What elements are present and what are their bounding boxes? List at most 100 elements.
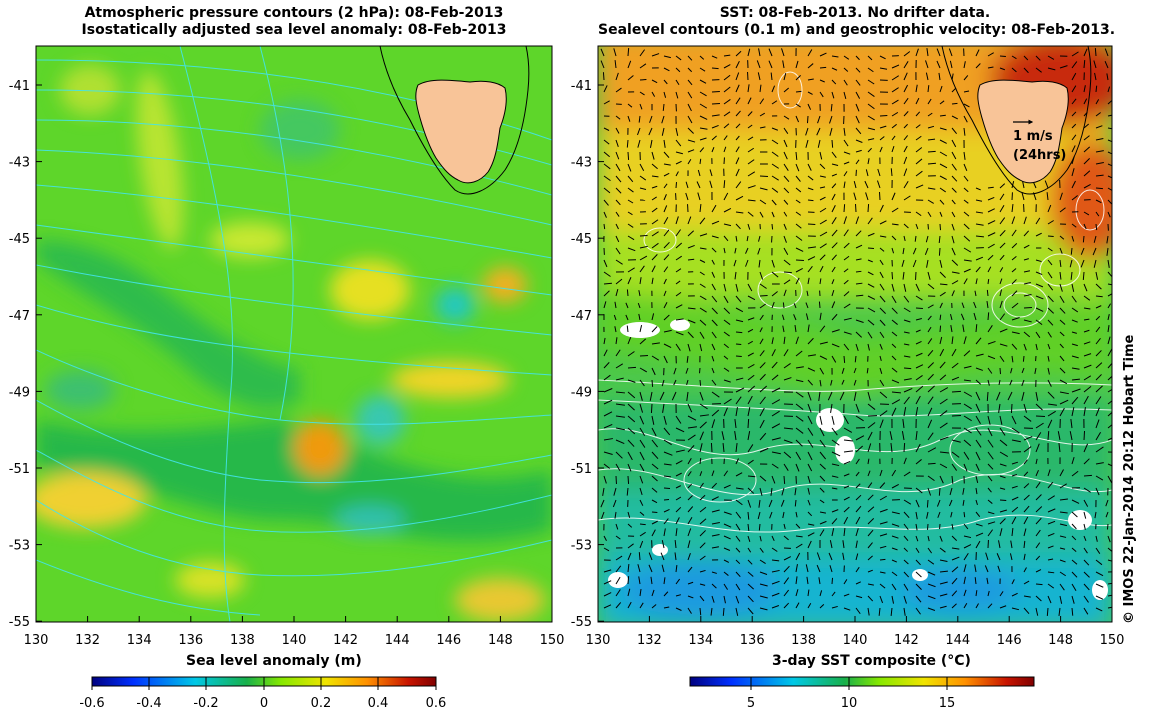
y-tick-label: -51 [571,462,592,477]
velocity-arrow [652,380,653,387]
velocity-arrow [940,326,941,332]
velocity-arrow [603,72,604,80]
velocity-arrow [904,368,911,369]
colorbar-tick-label: 5 [737,696,765,711]
y-tick-label: -45 [571,232,592,247]
velocity-arrow [939,248,940,256]
velocity-arrow [627,140,628,148]
velocity-arrow [820,67,826,68]
velocity-arrow [808,200,813,201]
velocity-arrow [736,332,742,333]
velocity-arrow [807,116,808,123]
left-colorbar-title: Sea level anomaly (m) [186,653,362,669]
x-tick-label: 138 [791,633,816,648]
y-tick-label: -53 [9,539,30,554]
velocity-arrow [640,524,646,525]
x-tick-label: 134 [127,633,152,648]
velocity-arrow [952,103,957,104]
y-tick-label: -45 [9,232,30,247]
velocity-arrow [819,302,820,308]
colorbar-tick-label: -0.6 [78,696,106,711]
y-tick-label: -43 [9,156,30,171]
velocity-arrow [1083,272,1084,280]
velocity-arrow [1096,224,1097,230]
colorbar-tick-label: -0.4 [135,696,163,711]
sea-level-anomaly-field [26,46,552,622]
x-tick-label: 138 [230,633,255,648]
velocity-arrow [927,524,928,530]
velocity-arrow [1036,584,1043,585]
velocity-arrow [927,500,928,507]
velocity-arrow [856,271,861,272]
x-tick-label: 150 [1100,633,1125,648]
y-tick-label: -41 [571,79,592,94]
velocity-arrow [784,476,785,484]
x-tick-label: 132 [637,633,662,648]
velocity-arrow [700,458,701,464]
colorbar-tick-label: 10 [835,696,863,711]
velocity-arrow [796,91,801,92]
colorbar-tick-label: 0.4 [364,696,392,711]
velocity-arrow [628,152,629,160]
velocity-arrow [892,272,893,279]
y-tick-label: -49 [9,385,30,400]
y-tick-label: -43 [571,156,592,171]
y-tick-label: -51 [9,462,30,477]
y-tick-label: -55 [571,615,592,630]
x-tick-label: 132 [75,633,100,648]
x-tick-label: 134 [688,633,713,648]
velocity-arrow [748,419,749,428]
x-tick-label: 136 [178,633,203,648]
velocity-arrow [868,204,869,212]
velocity-arrow [724,180,725,188]
velocity-arrow [987,392,988,401]
y-tick-label: -53 [571,539,592,554]
velocity-arrow [700,380,701,386]
velocity-arrow [916,308,923,309]
x-tick-label: 144 [945,633,970,648]
velocity-arrow [628,576,629,584]
velocity-arrow [844,204,845,212]
velocity-arrow [772,224,773,229]
x-tick-label: 146 [997,633,1022,648]
colorbar-tick-label: -0.2 [192,696,220,711]
right-title-line2: Sealevel contours (0.1 m) and geostrophi… [598,22,1112,39]
colorbar-tick-label: 15 [933,696,961,711]
velocity-arrow [711,443,712,452]
velocity-arrow [1096,86,1097,92]
velocity-arrow [939,488,940,496]
velocity-arrow [928,463,936,464]
x-tick-label: 140 [843,633,868,648]
velocity-arrow [952,391,961,392]
velocity-arrow [988,312,989,320]
velocity-arrow [639,552,640,560]
velocity-arrow [832,140,833,148]
x-tick-label: 148 [488,633,513,648]
velocity-arrow [1107,524,1108,530]
velocity-arrow [988,279,989,284]
velocity-arrow [759,524,760,530]
y-tick-label: -55 [9,615,30,630]
velocity-arrow [880,559,885,560]
velocity-arrow [736,356,742,357]
velocity-arrow [627,289,628,296]
x-tick-label: 140 [282,633,307,648]
velocity-arrow [628,367,636,368]
velocity-arrow [1047,608,1048,616]
velocity-arrow [1095,48,1096,56]
scale-arrow-label-1: 1 m/s [1013,129,1053,144]
right-colorbar-title: 3-day SST composite (°C) [772,653,971,669]
velocity-arrow [712,91,720,92]
y-tick-label: -47 [571,309,592,324]
colorbar-tick-label: 0 [250,696,278,711]
imos-credit: © IMOS 22-Jan-2014 20:12 Hobart Time [1122,335,1137,624]
velocity-arrow [1096,188,1103,189]
right-title-line1: SST: 08-Feb-2013. No drifter data. [598,5,1112,22]
velocity-arrow [664,488,670,489]
velocity-arrow [652,512,657,513]
velocity-arrow [783,302,784,308]
x-tick-label: 142 [894,633,919,648]
colorbar-tick-label: 0.6 [422,696,450,711]
left-colorbar [88,676,440,692]
